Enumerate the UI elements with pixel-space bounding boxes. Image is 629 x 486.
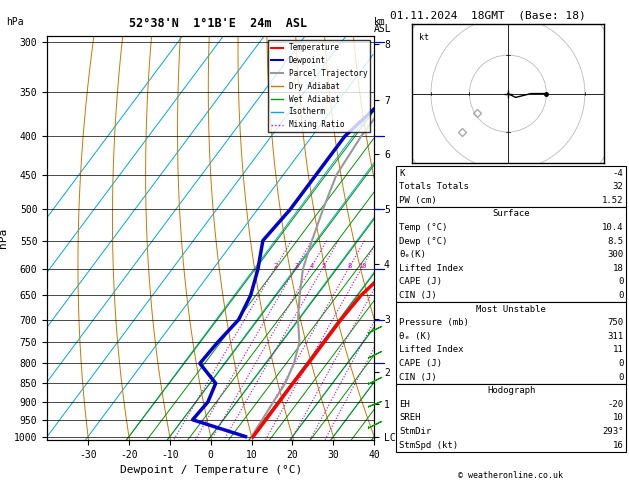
Text: 01.11.2024  18GMT  (Base: 18): 01.11.2024 18GMT (Base: 18) — [390, 11, 586, 21]
Text: 750: 750 — [607, 318, 623, 327]
Text: 0: 0 — [618, 373, 623, 382]
Text: CIN (J): CIN (J) — [399, 373, 437, 382]
Text: Pressure (mb): Pressure (mb) — [399, 318, 469, 327]
Text: 52°38'N  1°1B'E  24m  ASL: 52°38'N 1°1B'E 24m ASL — [129, 17, 307, 30]
Legend: Temperature, Dewpoint, Parcel Trajectory, Dry Adiabat, Wet Adiabat, Isotherm, Mi: Temperature, Dewpoint, Parcel Trajectory… — [268, 40, 370, 132]
Text: 5: 5 — [321, 263, 326, 269]
Text: Surface: Surface — [493, 209, 530, 218]
Text: Hodograph: Hodograph — [487, 386, 535, 395]
Text: 1.52: 1.52 — [602, 196, 623, 205]
Text: © weatheronline.co.uk: © weatheronline.co.uk — [459, 471, 563, 480]
Text: 18: 18 — [613, 264, 623, 273]
Text: Temp (°C): Temp (°C) — [399, 223, 448, 232]
Y-axis label: Mixing Ratio (g/kg): Mixing Ratio (g/kg) — [409, 187, 418, 289]
Text: -20: -20 — [607, 400, 623, 409]
Text: 293°: 293° — [602, 427, 623, 436]
Text: θₑ(K): θₑ(K) — [399, 250, 426, 259]
Text: 16: 16 — [613, 441, 623, 450]
Text: 300: 300 — [607, 250, 623, 259]
Text: 32: 32 — [613, 182, 623, 191]
Text: StmSpd (kt): StmSpd (kt) — [399, 441, 459, 450]
Text: 0: 0 — [618, 278, 623, 286]
Text: 10: 10 — [359, 263, 367, 269]
Text: CIN (J): CIN (J) — [399, 291, 437, 300]
Text: kt: kt — [420, 33, 430, 42]
Text: StmDir: StmDir — [399, 427, 431, 436]
Text: 10.4: 10.4 — [602, 223, 623, 232]
Text: Most Unstable: Most Unstable — [476, 305, 546, 313]
Text: CAPE (J): CAPE (J) — [399, 278, 442, 286]
Text: PW (cm): PW (cm) — [399, 196, 437, 205]
Text: Lifted Index: Lifted Index — [399, 346, 464, 354]
Text: 0: 0 — [618, 291, 623, 300]
Text: 8.5: 8.5 — [607, 237, 623, 245]
Text: EH: EH — [399, 400, 410, 409]
Text: SREH: SREH — [399, 414, 421, 422]
Text: K: K — [399, 169, 405, 177]
Text: 4: 4 — [309, 263, 314, 269]
Text: 0: 0 — [618, 359, 623, 368]
X-axis label: Dewpoint / Temperature (°C): Dewpoint / Temperature (°C) — [120, 465, 302, 475]
Text: hPa: hPa — [6, 17, 24, 27]
Text: -4: -4 — [613, 169, 623, 177]
Text: ASL: ASL — [374, 24, 392, 35]
Text: Lifted Index: Lifted Index — [399, 264, 464, 273]
Text: 3: 3 — [294, 263, 299, 269]
Text: km: km — [374, 17, 386, 27]
Text: Dewp (°C): Dewp (°C) — [399, 237, 448, 245]
Text: 2: 2 — [274, 263, 278, 269]
Y-axis label: hPa: hPa — [0, 228, 8, 248]
Text: 311: 311 — [607, 332, 623, 341]
Text: Totals Totals: Totals Totals — [399, 182, 469, 191]
Text: θₑ (K): θₑ (K) — [399, 332, 431, 341]
Text: 8: 8 — [348, 263, 352, 269]
Text: 10: 10 — [613, 414, 623, 422]
Text: 11: 11 — [613, 346, 623, 354]
Text: CAPE (J): CAPE (J) — [399, 359, 442, 368]
